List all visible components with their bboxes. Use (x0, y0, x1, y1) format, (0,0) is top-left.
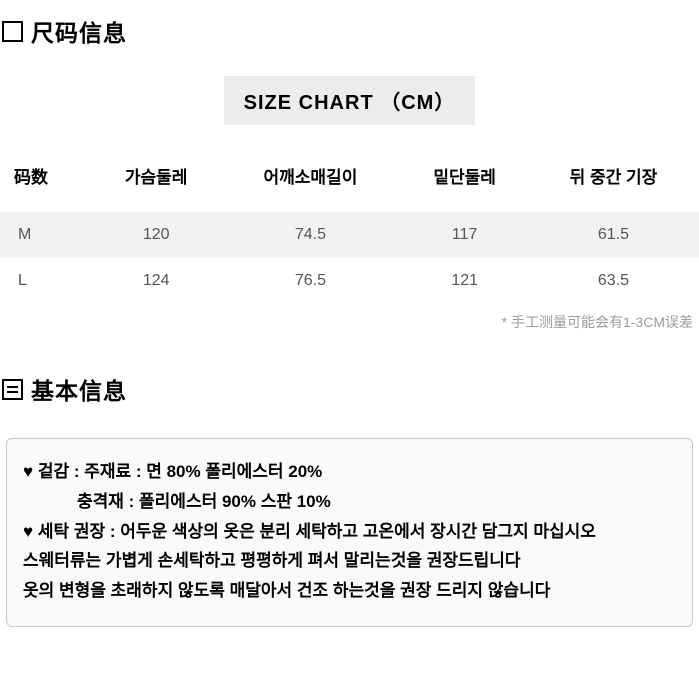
cell-value: 120 (93, 212, 219, 258)
info-line: 옷의 변형을 초래하지 않도록 매달아서 건조 하는것을 권장 드리지 않습니다 (23, 576, 676, 606)
cell-value: 63.5 (528, 258, 699, 304)
col-header: 뒤 중간 기장 (528, 147, 699, 212)
col-header: 어깨소매길이 (219, 147, 401, 212)
info-line: ♥ 세탁 권장 : 어두운 색상의 옷은 분리 세탁하고 고온에서 장시간 담그… (23, 517, 676, 547)
chart-title-badge: SIZE CHART （CM） (224, 76, 476, 125)
basic-section-title: 基本信息 (31, 372, 127, 406)
info-line: 충격재 : 폴리에스터 90% 스판 10% (23, 487, 676, 517)
cell-size: M (0, 212, 93, 258)
info-line: 스웨터류는 가볍게 손세탁하고 평평하게 펴서 말리는것을 권장드립니다 (23, 546, 676, 576)
size-table: 码数 가슴둘레 어깨소매길이 밑단둘레 뒤 중간 기장 M 120 74.5 1… (0, 147, 699, 304)
cell-value: 76.5 (219, 258, 401, 304)
section-header-basic: 基本信息 (0, 358, 699, 420)
clipboard-icon (2, 21, 23, 42)
size-section-title: 尺码信息 (31, 14, 127, 48)
table-row: L 124 76.5 121 63.5 (0, 258, 699, 304)
table-footnote: * 手工测量可能会有1-3CM误差 (0, 304, 699, 332)
chart-title-wrap: SIZE CHART （CM） (0, 76, 699, 125)
cell-value: 121 (402, 258, 528, 304)
cell-value: 61.5 (528, 212, 699, 258)
col-header: 밑단둘레 (402, 147, 528, 212)
table-row: M 120 74.5 117 61.5 (0, 212, 699, 258)
cell-value: 117 (402, 212, 528, 258)
section-header-size: 尺码信息 (0, 0, 699, 62)
document-icon (2, 379, 23, 400)
cell-size: L (0, 258, 93, 304)
col-header: 가슴둘레 (93, 147, 219, 212)
cell-value: 74.5 (219, 212, 401, 258)
table-header-row: 码数 가슴둘레 어깨소매길이 밑단둘레 뒤 중간 기장 (0, 147, 699, 212)
cell-value: 124 (93, 258, 219, 304)
col-header: 码数 (0, 147, 93, 212)
basic-info-box: ♥ 겉감 : 주재료 : 면 80% 폴리에스터 20% 충격재 : 폴리에스터… (6, 438, 693, 627)
info-line: ♥ 겉감 : 주재료 : 면 80% 폴리에스터 20% (23, 457, 676, 487)
